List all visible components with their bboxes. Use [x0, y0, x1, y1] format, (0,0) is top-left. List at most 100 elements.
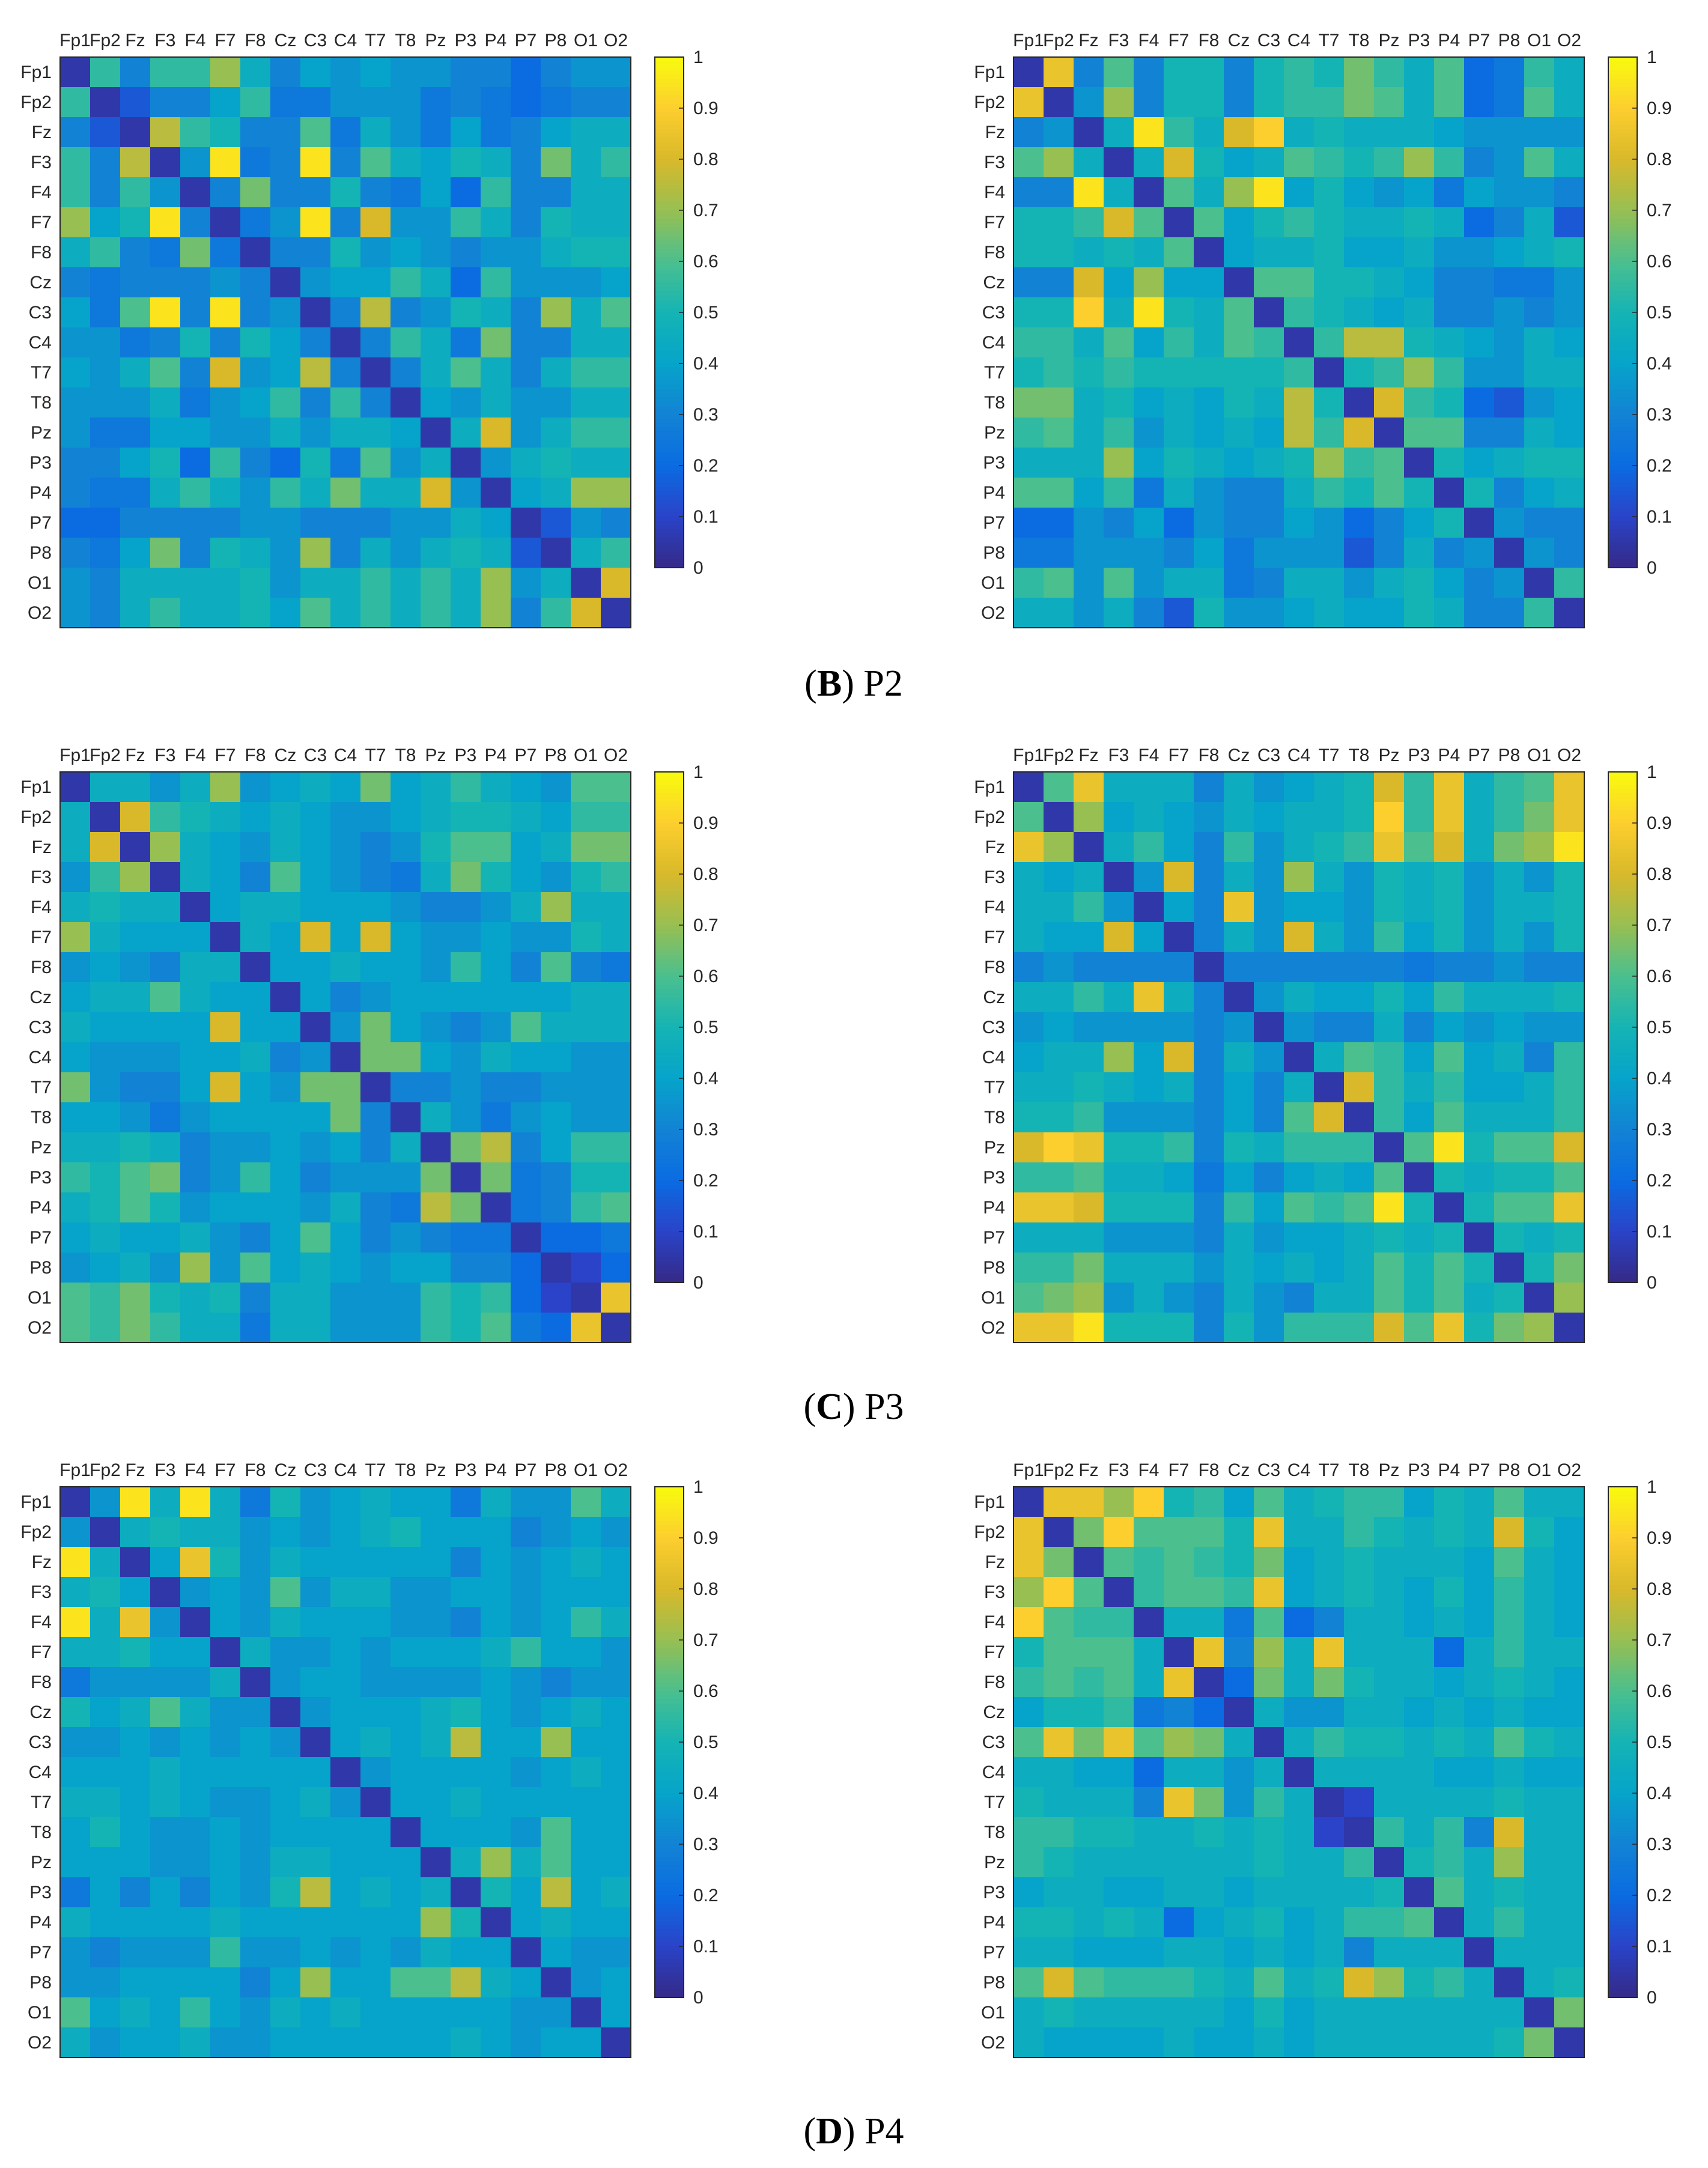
colorbar-segment	[1608, 1065, 1637, 1070]
y-tick-label: P3	[983, 1883, 1005, 1902]
colorbar-segment	[655, 1027, 684, 1032]
heatmap-cell	[421, 1697, 451, 1728]
heatmap-cell	[1134, 448, 1164, 478]
heatmap-cell	[1014, 357, 1044, 388]
heatmap-cell	[1074, 1487, 1104, 1517]
heatmap-cell	[601, 1517, 631, 1547]
heatmap-cell	[1314, 267, 1345, 298]
heatmap-cell	[1404, 772, 1435, 803]
colorbar-segment	[655, 99, 684, 105]
heatmap-cell	[1224, 1162, 1254, 1193]
heatmap-cell	[1194, 1697, 1224, 1728]
heatmap-cell	[601, 862, 631, 893]
heatmap-cell	[1284, 1997, 1314, 2028]
colorbar-segment	[1608, 350, 1637, 356]
colorbar-segment	[1608, 1708, 1637, 1713]
colorbar-segment	[1608, 1082, 1637, 1087]
heatmap-cell	[1374, 1517, 1405, 1547]
heatmap-cell	[210, 952, 241, 983]
heatmap-cell	[1104, 982, 1134, 1013]
heatmap-cell	[180, 508, 211, 538]
colorbar-segment	[655, 1988, 684, 1994]
heatmap-cell	[330, 1727, 361, 1758]
heatmap-cell	[1494, 1637, 1525, 1668]
heatmap-cell	[1314, 478, 1345, 508]
heatmap-cell	[1104, 327, 1134, 358]
heatmap-cell	[1224, 1132, 1254, 1163]
heatmap-cell	[90, 772, 121, 803]
heatmap-cell	[451, 1517, 481, 1547]
heatmap-cell	[1464, 982, 1495, 1013]
colorbar-segment	[655, 495, 684, 500]
heatmap-cell	[601, 117, 631, 148]
heatmap-cell	[511, 327, 541, 358]
y-tick-label: F8	[984, 958, 1005, 977]
heatmap-cell	[1374, 1577, 1405, 1608]
heatmap-cell	[1074, 508, 1104, 538]
heatmap-cell	[240, 387, 271, 418]
heatmap-cell	[90, 2027, 121, 2058]
heatmap-cell	[1554, 862, 1585, 893]
heatmap-cell	[120, 1222, 151, 1253]
heatmap-cell	[511, 357, 541, 388]
colorbar-tick-label: 0.6	[1647, 967, 1672, 986]
heatmap-cell	[180, 1313, 211, 1343]
colorbar-segment	[1608, 1810, 1637, 1815]
colorbar-tick-label: 0	[693, 558, 704, 578]
colorbar-segment	[655, 844, 684, 849]
colorbar-segment	[655, 350, 684, 356]
colorbar-segment	[1608, 521, 1637, 526]
heatmap-cell	[1464, 952, 1495, 983]
heatmap-cell	[60, 1727, 91, 1758]
heatmap-cell	[1254, 508, 1284, 538]
heatmap-cell	[481, 892, 511, 923]
y-tick-label: P8	[983, 543, 1005, 563]
colorbar-segment	[1608, 1129, 1637, 1134]
heatmap-cell	[1344, 327, 1375, 358]
heatmap-cell	[210, 772, 241, 803]
heatmap-cell	[1194, 1907, 1224, 1938]
heatmap-cell	[1524, 1313, 1555, 1343]
colorbar-tick-label: 0.2	[1647, 1886, 1672, 1905]
heatmap-cell	[1344, 207, 1375, 238]
colorbar-segment	[1608, 457, 1637, 462]
heatmap-cell	[1524, 418, 1555, 448]
heatmap-cell	[1434, 832, 1465, 863]
heatmap-cell	[1134, 1012, 1164, 1043]
x-tick-label: P8	[545, 745, 567, 765]
colorbar-segment	[655, 938, 684, 943]
heatmap-cell	[240, 568, 271, 598]
heatmap-cell	[210, 1517, 241, 1547]
colorbar-segment	[655, 1623, 684, 1628]
heatmap-cell	[571, 1517, 601, 1547]
heatmap-cell	[90, 1072, 121, 1103]
colorbar-segment	[655, 252, 684, 258]
colorbar-segment	[1608, 333, 1637, 339]
heatmap-cell	[60, 57, 91, 88]
heatmap-cell	[1014, 1967, 1044, 1998]
heatmap-cell	[1014, 598, 1044, 628]
y-tick-label: F3	[984, 867, 1005, 887]
heatmap-cell	[601, 1283, 631, 1313]
heatmap-cell	[1104, 1757, 1134, 1788]
heatmap-cell	[1524, 1577, 1555, 1608]
x-tick-label: P3	[455, 31, 477, 50]
heatmap-cell	[1194, 1937, 1224, 1968]
heatmap-cell	[1254, 1967, 1284, 1998]
heatmap-cell	[300, 772, 331, 803]
heatmap-cell	[150, 418, 181, 448]
y-tick-label: F8	[984, 1672, 1005, 1692]
heatmap-cell	[1164, 448, 1194, 478]
colorbar-segment	[655, 1108, 684, 1113]
colorbar-segment	[1608, 1555, 1637, 1560]
heatmap-cell	[571, 297, 601, 328]
heatmap-cell	[571, 1667, 601, 1698]
heatmap-cell	[1194, 1253, 1224, 1283]
heatmap-cell	[1374, 1012, 1405, 1043]
heatmap-cell	[1464, 802, 1495, 833]
heatmap-cell	[330, 832, 361, 863]
heatmap-cell	[240, 2027, 271, 2058]
colorbar-segment	[655, 1976, 684, 1981]
x-tick-label: P8	[1498, 745, 1521, 765]
heatmap-cell	[1164, 1847, 1194, 1878]
